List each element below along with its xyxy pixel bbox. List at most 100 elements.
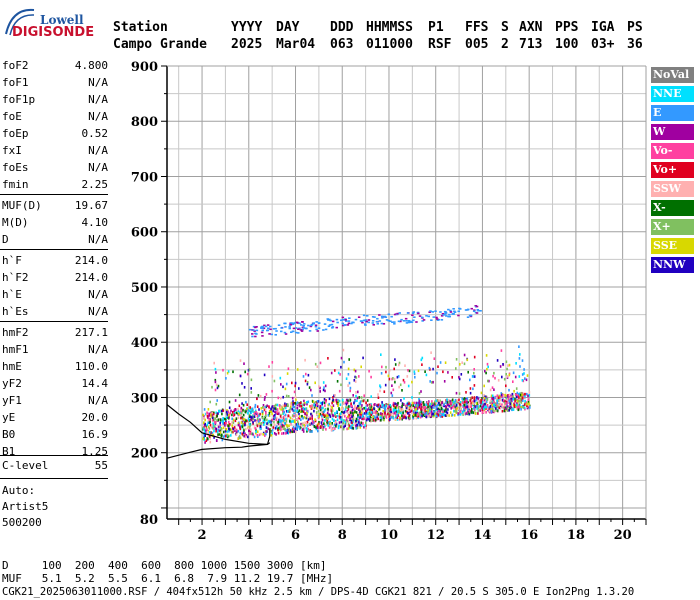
echo-point bbox=[256, 419, 258, 423]
echo-point bbox=[445, 408, 447, 411]
echo-point bbox=[347, 427, 350, 430]
echo-point bbox=[421, 363, 423, 366]
echo-point bbox=[429, 413, 432, 417]
echo-point bbox=[371, 407, 373, 410]
echo-point bbox=[392, 408, 395, 411]
echo-point bbox=[277, 427, 280, 430]
echo-point bbox=[284, 326, 287, 328]
echo-point bbox=[230, 430, 233, 434]
echo-point bbox=[254, 409, 257, 413]
echo-point bbox=[257, 435, 259, 438]
echo-point bbox=[509, 404, 511, 408]
echo-point bbox=[441, 412, 443, 415]
echo-point bbox=[317, 327, 321, 329]
echo-point bbox=[260, 422, 263, 425]
echo-point bbox=[435, 402, 438, 405]
echo-point bbox=[505, 360, 508, 364]
echo-point bbox=[252, 421, 254, 424]
echo-point bbox=[302, 430, 305, 433]
echo-point bbox=[411, 396, 413, 399]
echo-point bbox=[409, 417, 411, 420]
echo-point bbox=[406, 375, 409, 378]
echo-point bbox=[372, 324, 375, 326]
echo-point bbox=[352, 394, 354, 397]
echo-point bbox=[282, 412, 285, 415]
param-row-fxi: fxI N/A bbox=[2, 144, 108, 161]
echo-point bbox=[399, 383, 402, 387]
echo-point bbox=[375, 418, 378, 421]
echo-point bbox=[475, 402, 478, 405]
echo-point bbox=[209, 430, 211, 434]
echo-point bbox=[237, 437, 240, 440]
echo-point bbox=[457, 310, 460, 313]
echo-point bbox=[256, 405, 259, 408]
echo-point bbox=[412, 404, 414, 407]
echo-point bbox=[523, 368, 525, 371]
echo-point bbox=[382, 416, 384, 419]
echo-point bbox=[233, 411, 236, 414]
echo-point bbox=[327, 357, 329, 360]
echo-point bbox=[243, 386, 246, 389]
echo-point bbox=[260, 327, 263, 329]
echo-point bbox=[518, 405, 520, 409]
echo-point bbox=[340, 383, 342, 387]
echo-point bbox=[265, 430, 268, 433]
echo-point bbox=[287, 367, 290, 370]
echo-point bbox=[272, 406, 274, 410]
echo-point bbox=[292, 322, 295, 324]
echo-point bbox=[309, 325, 313, 328]
echo-point bbox=[341, 398, 344, 402]
echo-point bbox=[497, 399, 499, 402]
echo-point bbox=[466, 397, 469, 400]
echo-point bbox=[498, 402, 500, 406]
echo-point bbox=[518, 399, 521, 403]
echo-point bbox=[304, 358, 306, 362]
echo-point bbox=[289, 402, 292, 405]
echo-point bbox=[350, 409, 353, 413]
echo-point bbox=[516, 407, 518, 410]
echo-point bbox=[251, 407, 254, 411]
echo-point bbox=[521, 405, 524, 408]
echo-point bbox=[470, 409, 472, 413]
echo-point bbox=[238, 393, 241, 397]
echo-point bbox=[303, 402, 306, 405]
echo-point bbox=[471, 411, 473, 415]
echo-point bbox=[442, 410, 444, 413]
echo-point bbox=[327, 414, 329, 418]
echo-point bbox=[207, 414, 210, 418]
autoscale-program: Artist5 bbox=[2, 500, 108, 517]
echo-point bbox=[380, 418, 382, 422]
header-label-pps: PPS bbox=[555, 20, 579, 35]
echo-point bbox=[328, 324, 332, 326]
echo-point bbox=[452, 400, 455, 404]
echo-point bbox=[391, 394, 394, 397]
echo-point bbox=[245, 427, 247, 431]
echo-point bbox=[224, 424, 226, 427]
param-row-hf: h`F 214.0 bbox=[2, 254, 108, 271]
echo-point bbox=[396, 312, 399, 315]
echo-point bbox=[358, 408, 360, 411]
echo-point bbox=[471, 409, 473, 413]
echo-point bbox=[311, 414, 313, 418]
echo-point bbox=[207, 421, 209, 424]
legend-item-x-minus: X- bbox=[651, 200, 694, 216]
chart-trace bbox=[166, 404, 271, 459]
echo-point bbox=[455, 410, 458, 413]
echo-point bbox=[366, 404, 368, 407]
echo-point bbox=[242, 431, 245, 434]
param-value: N/A bbox=[88, 305, 108, 318]
header-label-axn: AXN bbox=[519, 20, 543, 35]
x-tick-label: 2 bbox=[198, 528, 207, 543]
echo-point bbox=[248, 328, 252, 331]
lowell-digisonde-logo: Lowell DIGISONDE bbox=[2, 4, 104, 42]
echo-point bbox=[332, 396, 334, 399]
echo-point bbox=[507, 396, 510, 399]
echo-point bbox=[326, 318, 329, 320]
echo-point bbox=[314, 403, 317, 407]
echo-point bbox=[203, 438, 205, 441]
echo-point bbox=[427, 402, 429, 406]
echo-point bbox=[526, 374, 529, 377]
echo-point bbox=[366, 408, 369, 411]
echo-point bbox=[297, 328, 300, 330]
echo-point bbox=[443, 310, 447, 313]
